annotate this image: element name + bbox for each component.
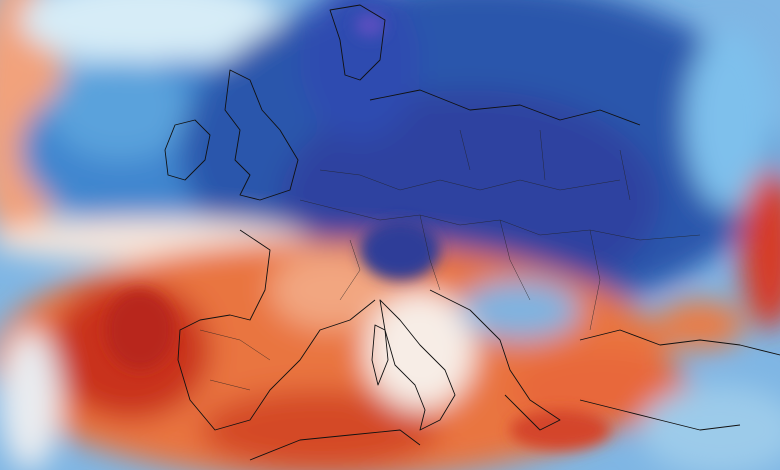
black-sea-coast (579, 329, 780, 356)
border-line (339, 214, 601, 331)
balkan-coast (429, 289, 561, 431)
africa-coast (249, 429, 421, 461)
ireland (164, 119, 211, 181)
italy (379, 299, 456, 431)
sardinia (371, 324, 389, 386)
border-line (319, 169, 621, 191)
borders (199, 129, 701, 391)
britain (224, 69, 299, 201)
iberia-france-coast (177, 229, 376, 431)
baltic-coast (369, 89, 641, 126)
border-line (299, 199, 701, 241)
border-line (199, 129, 631, 391)
coastlines (164, 4, 780, 461)
field-detail (105, 13, 610, 450)
norway (329, 4, 386, 81)
turkey-coast (579, 399, 741, 431)
